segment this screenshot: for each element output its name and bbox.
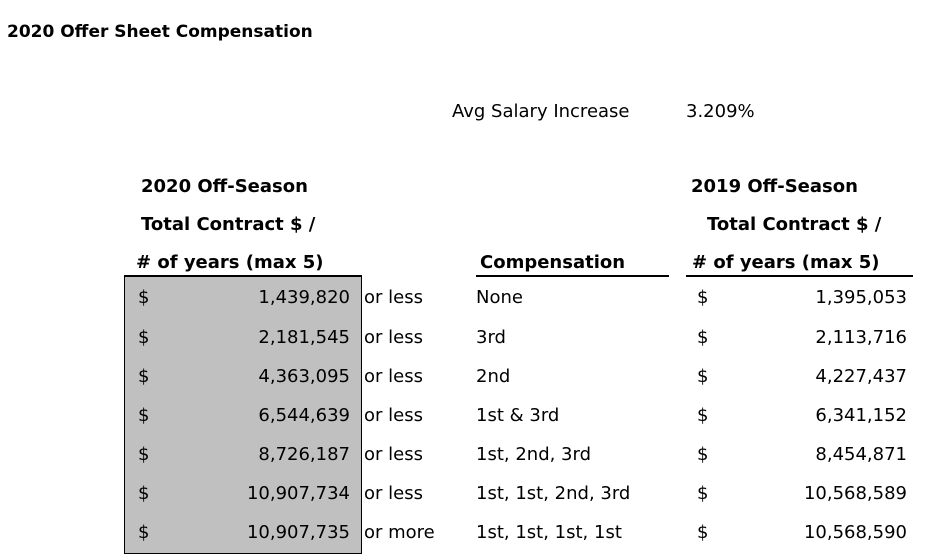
amount-2020: 1,439,820: [258, 287, 350, 308]
compensation-value: 1st, 1st, 2nd, 3rd: [476, 483, 631, 504]
highlighted-2020-amounts: [124, 276, 362, 554]
currency-symbol-2019: $: [697, 366, 709, 387]
amount-2019: 6,341,152: [815, 405, 907, 426]
condition: or more: [364, 522, 435, 543]
currency-symbol-2019: $: [697, 287, 709, 308]
condition: or less: [364, 405, 423, 426]
compensation-value: 1st, 2nd, 3rd: [476, 444, 592, 465]
amount-2019: 10,568,590: [803, 522, 907, 543]
amount-2020: 10,907,734: [246, 483, 350, 504]
header-underline-2019: [686, 275, 913, 277]
table-row: $ 10,907,735 or more 1st, 1st, 1st, 1st …: [0, 515, 932, 551]
table-row: $ 2,181,545 or less 3rd $ 2,113,716: [0, 320, 932, 356]
currency-symbol-2019: $: [697, 483, 709, 504]
currency-symbol-2019: $: [697, 444, 709, 465]
table-row: $ 6,544,639 or less 1st & 3rd $ 6,341,15…: [0, 398, 932, 434]
header-2019-line1: 2019 Off-Season: [691, 176, 858, 197]
amount-2020: 8,726,187: [258, 444, 350, 465]
amount-2020: 2,181,545: [258, 327, 350, 348]
compensation-value: 2nd: [476, 366, 511, 387]
condition: or less: [364, 366, 423, 387]
header-2019-line2: Total Contract $ /: [707, 214, 882, 235]
currency-symbol-2020: $: [138, 405, 150, 426]
header-compensation: Compensation: [480, 252, 626, 273]
currency-symbol-2019: $: [697, 522, 709, 543]
compensation-value: 3rd: [476, 327, 506, 348]
amount-2019: 2,113,716: [815, 327, 907, 348]
condition: or less: [364, 483, 423, 504]
condition: or less: [364, 444, 423, 465]
header-2019-line3: # of years (max 5): [692, 252, 880, 273]
amount-2020: 10,907,735: [246, 522, 350, 543]
table-row: $ 8,726,187 or less 1st, 2nd, 3rd $ 8,45…: [0, 437, 932, 473]
currency-symbol-2020: $: [138, 327, 150, 348]
currency-symbol-2020: $: [138, 483, 150, 504]
currency-symbol-2020: $: [138, 522, 150, 543]
header-2020-line2: Total Contract $ /: [141, 214, 316, 235]
amount-2020: 6,544,639: [258, 405, 350, 426]
header-2020-line1: 2020 Off-Season: [141, 176, 308, 197]
table-row: $ 4,363,095 or less 2nd $ 4,227,437: [0, 359, 932, 395]
sheet-title: 2020 Offer Sheet Compensation: [7, 22, 313, 42]
compensation-value: 1st & 3rd: [476, 405, 560, 426]
currency-symbol-2020: $: [138, 366, 150, 387]
table-row: $ 10,907,734 or less 1st, 1st, 2nd, 3rd …: [0, 476, 932, 512]
amount-2020: 4,363,095: [258, 366, 350, 387]
amount-2019: 8,454,871: [815, 444, 907, 465]
header-underline-compensation: [476, 275, 669, 277]
compensation-value: 1st, 1st, 1st, 1st: [476, 522, 622, 543]
amount-2019: 1,395,053: [815, 287, 907, 308]
header-2020-line3: # of years (max 5): [136, 252, 324, 273]
amount-2019: 4,227,437: [815, 366, 907, 387]
table-row: $ 1,439,820 or less None $ 1,395,053: [0, 280, 932, 316]
currency-symbol-2019: $: [697, 405, 709, 426]
currency-symbol-2020: $: [138, 287, 150, 308]
condition: or less: [364, 327, 423, 348]
compensation-value: None: [476, 287, 523, 308]
currency-symbol-2019: $: [697, 327, 709, 348]
currency-symbol-2020: $: [138, 444, 150, 465]
avg-salary-increase-label: Avg Salary Increase: [452, 101, 630, 122]
amount-2019: 10,568,589: [803, 483, 907, 504]
avg-salary-increase-value: 3.209%: [686, 101, 755, 122]
condition: or less: [364, 287, 423, 308]
